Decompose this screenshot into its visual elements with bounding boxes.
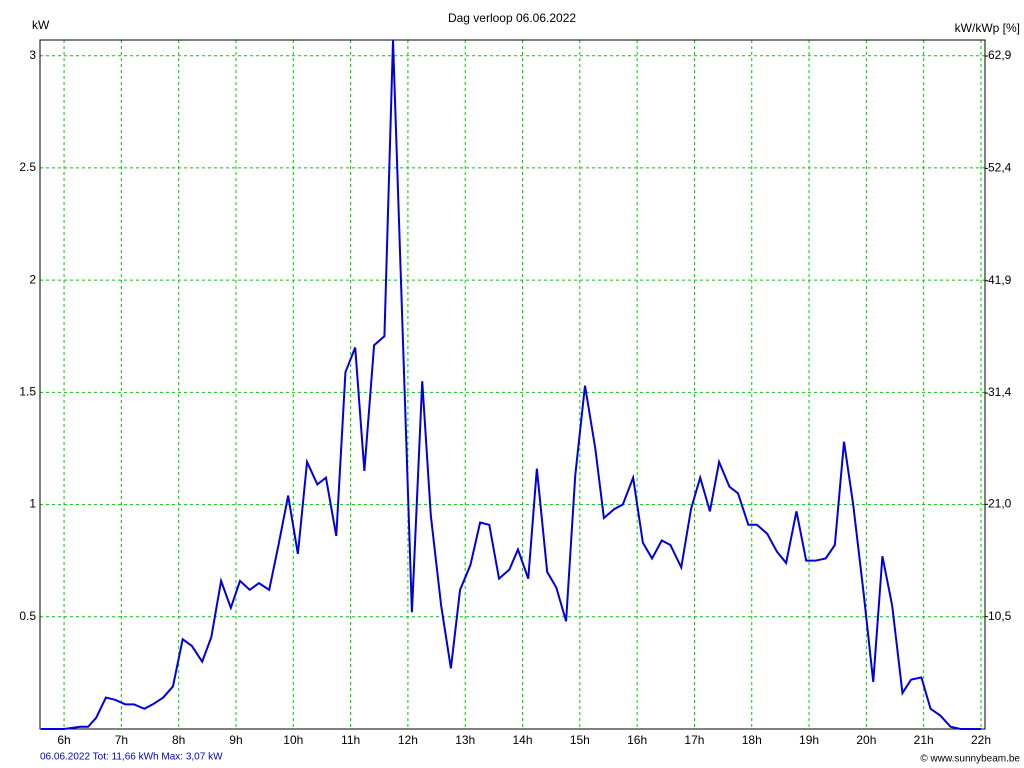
y2-tick-label: 52,4: [988, 161, 1012, 175]
x-tick-label: 22h: [971, 733, 991, 747]
y2-axis-label: kW/kWp [%]: [955, 21, 1020, 35]
x-tick-label: 13h: [455, 733, 475, 747]
y-tick-label: 2: [29, 272, 36, 286]
x-tick-label: 15h: [570, 733, 590, 747]
x-tick-label: 9h: [229, 733, 242, 747]
x-tick-label: 20h: [856, 733, 876, 747]
y-tick-label: 3: [29, 48, 36, 62]
y2-tick-label: 62,9: [988, 48, 1012, 62]
plot-frame: [39, 39, 986, 730]
y2-tick-label: 31,4: [988, 385, 1012, 399]
x-tick-label: 16h: [627, 733, 647, 747]
x-tick-label: 10h: [283, 733, 303, 747]
x-tick-label: 18h: [742, 733, 762, 747]
x-tick-label: 7h: [115, 733, 128, 747]
x-tick-label: 19h: [799, 733, 819, 747]
x-tick-label: 11h: [341, 733, 360, 747]
footer-credit: © www.sunnybeam.be: [920, 754, 1020, 765]
y-tick-label: 1.5: [19, 385, 36, 399]
chart-title: Dag verloop 06.06.2022: [448, 11, 576, 25]
x-tick-label: 14h: [513, 733, 533, 747]
y-tick-label: 2.5: [19, 160, 36, 174]
y2-tick-label: 10,5: [988, 609, 1012, 623]
y-tick-label: 0.5: [19, 609, 36, 623]
data-line: [41, 39, 981, 730]
y-tick-label: 1: [29, 497, 36, 511]
y-axis-label: kW: [32, 18, 50, 32]
y2-tick-label: 41,9: [988, 273, 1012, 287]
x-tick-label: 6h: [57, 733, 70, 747]
x-tick-label: 21h: [914, 733, 934, 747]
x-tick-label: 17h: [684, 733, 704, 747]
y2-tick-label: 21,0: [988, 496, 1012, 510]
footer-summary: 06.06.2022 Tot: 11,66 kWh Max: 3,07 kW: [40, 752, 223, 763]
x-tick-label: 8h: [172, 733, 185, 747]
x-tick-label: 12h: [398, 733, 418, 747]
